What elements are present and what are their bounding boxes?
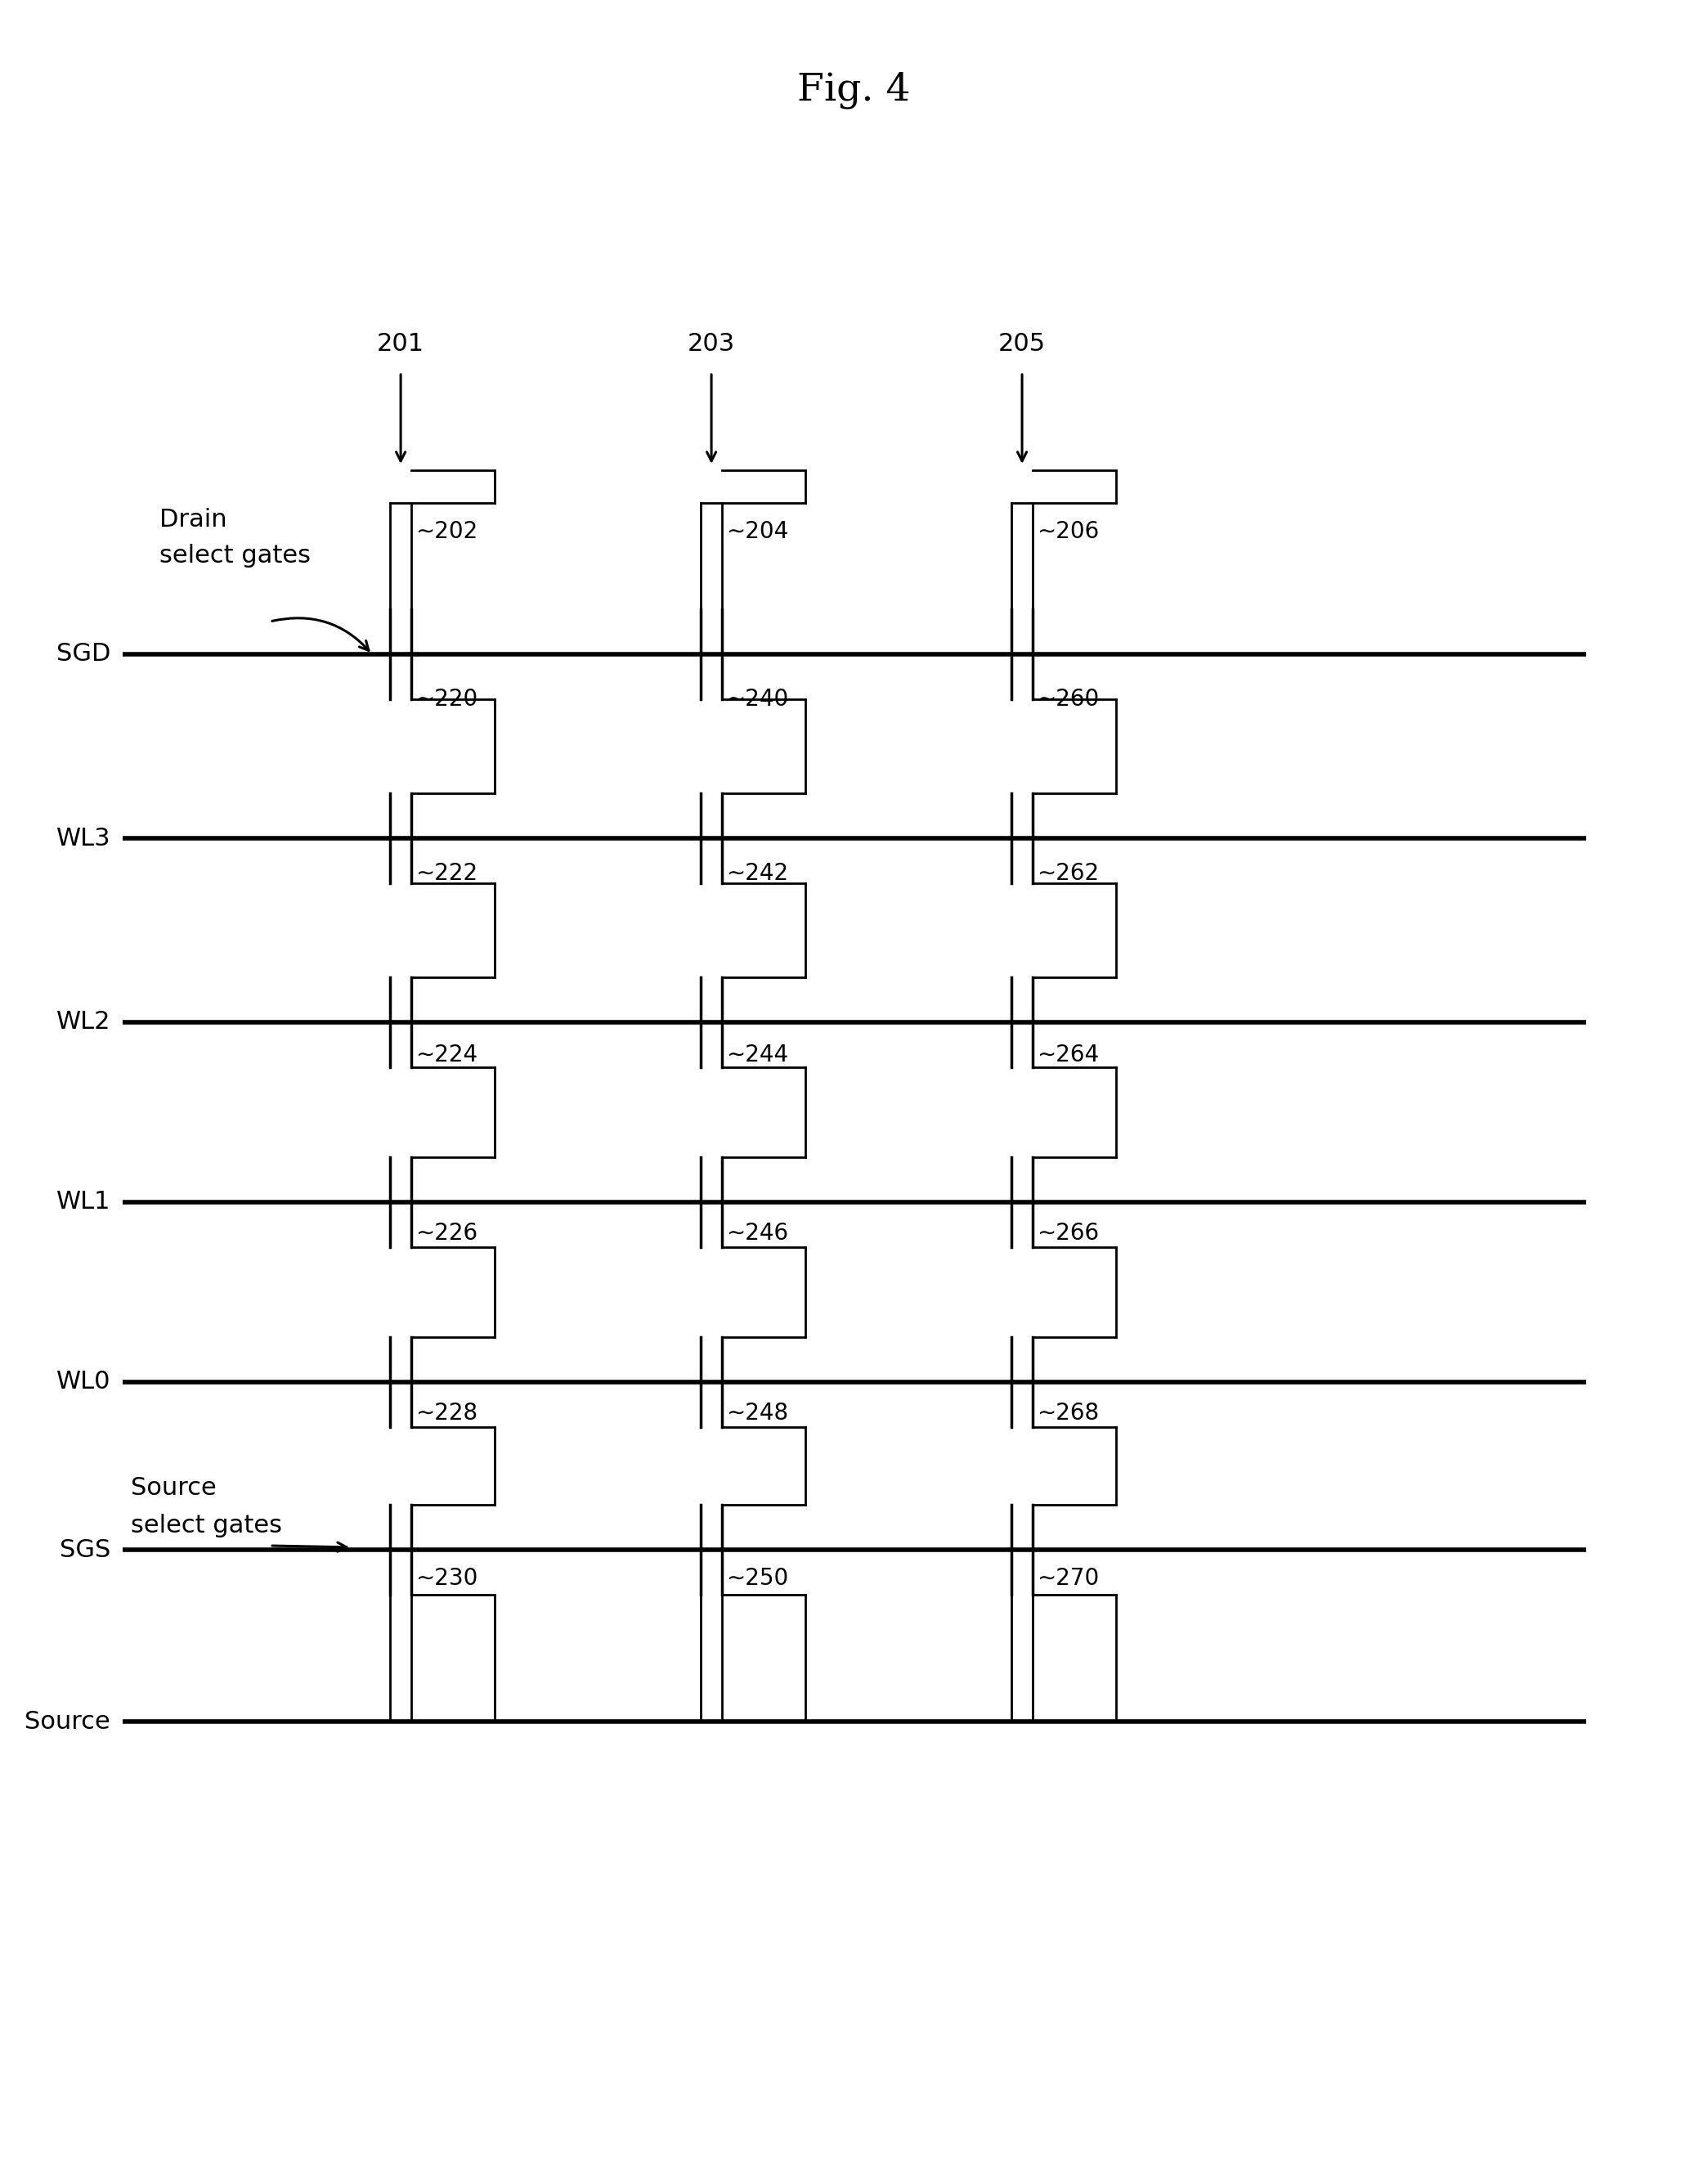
Text: select gates: select gates xyxy=(132,1513,282,1537)
Text: Source: Source xyxy=(132,1476,217,1500)
Text: Fig. 4: Fig. 4 xyxy=(798,72,910,109)
Text: ∼224: ∼224 xyxy=(415,1043,478,1067)
Text: ∼246: ∼246 xyxy=(726,1221,789,1245)
Text: ∼206: ∼206 xyxy=(1037,520,1100,542)
Text: ∼240: ∼240 xyxy=(726,688,789,710)
Text: ∼204: ∼204 xyxy=(726,520,789,542)
Text: ∼266: ∼266 xyxy=(1037,1221,1098,1245)
Text: ∼228: ∼228 xyxy=(415,1402,478,1424)
Text: ∼264: ∼264 xyxy=(1037,1043,1098,1067)
Text: ∼260: ∼260 xyxy=(1037,688,1100,710)
Text: ∼202: ∼202 xyxy=(415,520,478,542)
Text: WL2: WL2 xyxy=(56,1010,111,1034)
Text: ∼222: ∼222 xyxy=(415,862,478,884)
Text: WL3: WL3 xyxy=(56,827,111,849)
Text: ∼244: ∼244 xyxy=(726,1043,789,1067)
Text: 203: 203 xyxy=(688,333,734,355)
Text: WL0: WL0 xyxy=(56,1369,111,1393)
Text: ∼262: ∼262 xyxy=(1037,862,1098,884)
Text: ∼242: ∼242 xyxy=(726,862,789,884)
Text: ∼248: ∼248 xyxy=(726,1402,789,1424)
Text: ∼268: ∼268 xyxy=(1037,1402,1098,1424)
Text: ∼270: ∼270 xyxy=(1037,1567,1100,1589)
Text: 205: 205 xyxy=(997,333,1045,355)
Text: ∼250: ∼250 xyxy=(726,1567,789,1589)
Text: 201: 201 xyxy=(377,333,425,355)
Text: select gates: select gates xyxy=(159,544,311,568)
Text: ∼226: ∼226 xyxy=(415,1221,478,1245)
Text: ∼230: ∼230 xyxy=(415,1567,478,1589)
Text: SGD: SGD xyxy=(56,642,111,666)
Text: SGS: SGS xyxy=(60,1537,111,1561)
Text: ∼220: ∼220 xyxy=(415,688,478,710)
Text: WL1: WL1 xyxy=(56,1191,111,1215)
Text: Drain: Drain xyxy=(159,507,227,531)
Text: Source: Source xyxy=(26,1709,111,1733)
